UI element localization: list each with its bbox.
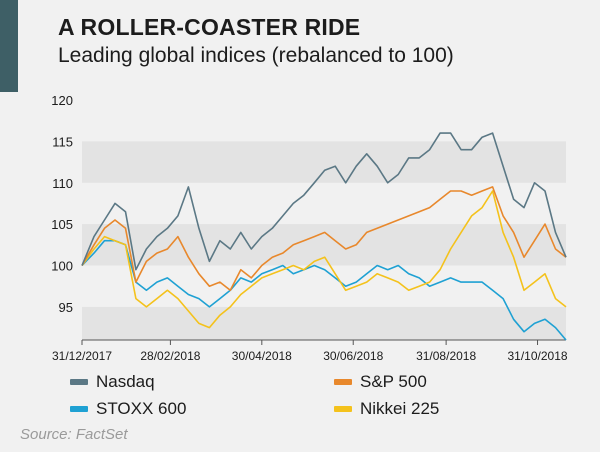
series-line-nasdaq — [81, 132, 567, 271]
x-tick-label: 31/08/2018 — [416, 349, 476, 363]
chart-subtitle: Leading global indices (rebalanced to 10… — [58, 44, 454, 67]
x-tick-label: 30/04/2018 — [232, 349, 292, 363]
legend-swatch — [334, 379, 352, 385]
y-tick-label: 105 — [51, 217, 73, 232]
legend-item-nikkei225: Nikkei 225 — [334, 399, 439, 419]
legend-item-sp500: S&P 500 — [334, 372, 427, 392]
y-tick-label: 95 — [59, 300, 73, 315]
legend-label: Nikkei 225 — [360, 399, 440, 418]
x-tick-label: 31/12/2017 — [52, 349, 112, 363]
grid-band — [82, 141, 566, 183]
x-tick-label: 30/06/2018 — [323, 349, 383, 363]
series-line-sp500 — [81, 186, 567, 292]
grid-band — [82, 224, 566, 266]
legend: Nasdaq S&P 500 STOXX 600 Nikkei 225 — [70, 372, 550, 422]
accent-bar — [0, 0, 18, 92]
legend-label: STOXX 600 — [96, 399, 187, 418]
legend-swatch — [70, 379, 88, 385]
legend-label: Nasdaq — [96, 372, 155, 391]
series-line-nikkei225 — [81, 190, 567, 329]
legend-item-nasdaq: Nasdaq — [70, 372, 155, 392]
x-tick-label: 28/02/2018 — [140, 349, 200, 363]
legend-item-stoxx600: STOXX 600 — [70, 399, 186, 419]
grid-band — [82, 306, 566, 340]
source-note: Source: FactSet — [20, 426, 128, 443]
legend-swatch — [334, 406, 352, 412]
y-tick-label: 115 — [52, 134, 73, 149]
x-tick-label: 31/10/2018 — [507, 349, 567, 363]
legend-swatch — [70, 406, 88, 412]
y-tick-label: 110 — [52, 176, 73, 191]
y-tick-label: 100 — [51, 259, 73, 274]
chart-title: A ROLLER-COASTER RIDE — [58, 14, 361, 40]
series-line-stoxx600 — [81, 239, 567, 341]
legend-label: S&P 500 — [360, 372, 427, 391]
y-tick-label: 120 — [51, 93, 73, 108]
